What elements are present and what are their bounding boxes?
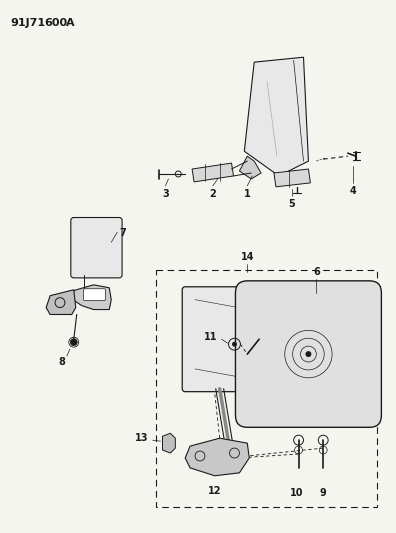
Text: 7: 7: [119, 229, 126, 238]
Text: 8: 8: [59, 357, 65, 367]
Circle shape: [305, 351, 311, 357]
Polygon shape: [46, 290, 76, 314]
Text: 12: 12: [208, 486, 221, 496]
Polygon shape: [162, 433, 175, 453]
Polygon shape: [192, 163, 234, 182]
Text: 2: 2: [209, 189, 216, 199]
Text: 6: 6: [313, 267, 320, 277]
Polygon shape: [244, 57, 308, 176]
Polygon shape: [70, 285, 111, 310]
Text: 11: 11: [204, 332, 218, 342]
Text: 91J71: 91J71: [11, 18, 46, 28]
Text: 9: 9: [320, 488, 327, 498]
FancyBboxPatch shape: [236, 281, 381, 427]
Bar: [156, 270, 377, 507]
Polygon shape: [185, 438, 249, 476]
Text: 5: 5: [288, 199, 295, 209]
Polygon shape: [240, 156, 261, 179]
Circle shape: [232, 342, 237, 346]
Text: 14: 14: [240, 252, 254, 262]
Polygon shape: [274, 169, 310, 187]
FancyBboxPatch shape: [84, 289, 105, 301]
Text: 10: 10: [290, 488, 303, 498]
Text: 600: 600: [44, 18, 67, 28]
FancyBboxPatch shape: [71, 217, 122, 278]
FancyBboxPatch shape: [182, 287, 262, 392]
Text: 13: 13: [135, 433, 149, 443]
Text: 1: 1: [244, 189, 251, 199]
Text: A: A: [66, 18, 74, 28]
Text: 3: 3: [162, 189, 169, 199]
Circle shape: [70, 339, 77, 346]
Text: 4: 4: [349, 186, 356, 196]
